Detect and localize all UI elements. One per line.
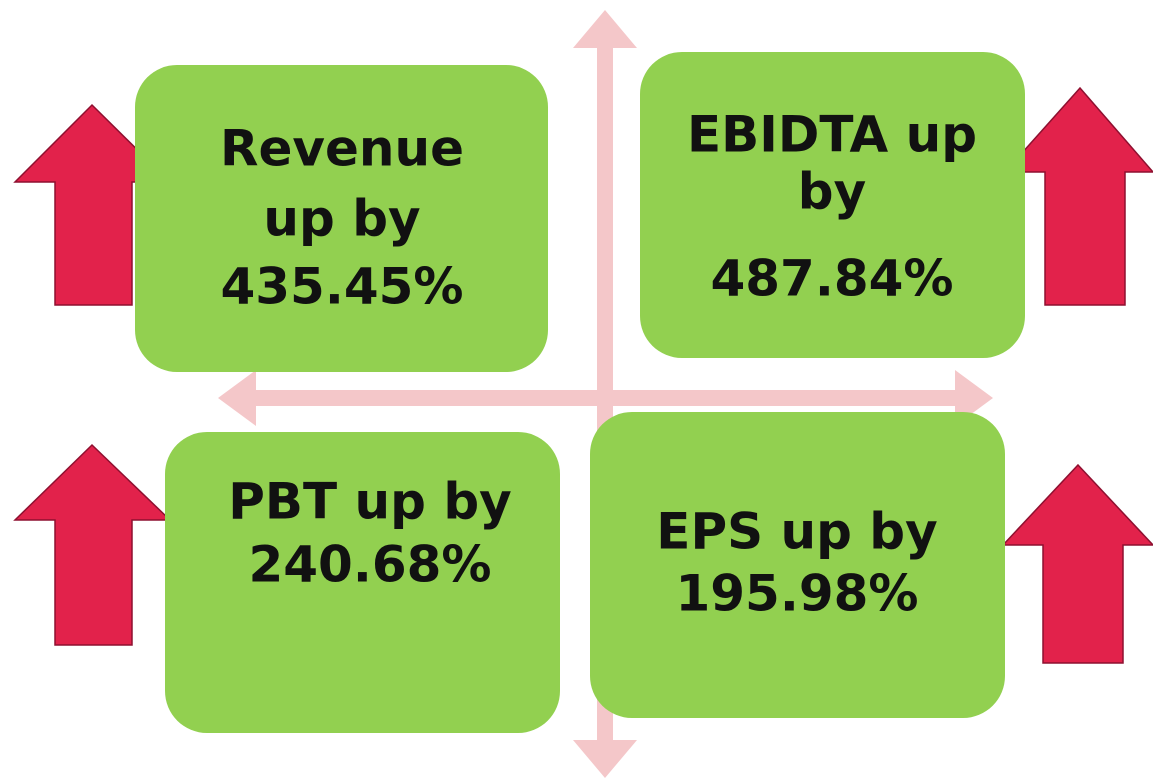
box-text: by (798, 163, 866, 221)
box-text: EPS up by (656, 503, 937, 561)
horizontal-arrow (218, 370, 993, 426)
box: Revenue up by 435.45% (135, 65, 548, 372)
box-text: 435.45% (220, 258, 463, 316)
box-text: 195.98% (675, 565, 918, 623)
box-bg (590, 412, 1005, 718)
box-text: up by (263, 190, 420, 248)
box-text: 240.68% (248, 536, 491, 594)
cross-arrows (218, 10, 993, 778)
box-bg (135, 65, 548, 372)
box-text: EBIDTA up (687, 106, 977, 164)
up-arrow (1001, 463, 1153, 664)
box-text: PBT up by (228, 473, 511, 531)
box-bg (640, 52, 1025, 358)
box-text: Revenue (220, 120, 464, 178)
box-text: 487.84% (710, 250, 953, 308)
box-bg (165, 432, 560, 733)
up-arrow (13, 443, 172, 646)
up-arrow (1003, 86, 1153, 306)
